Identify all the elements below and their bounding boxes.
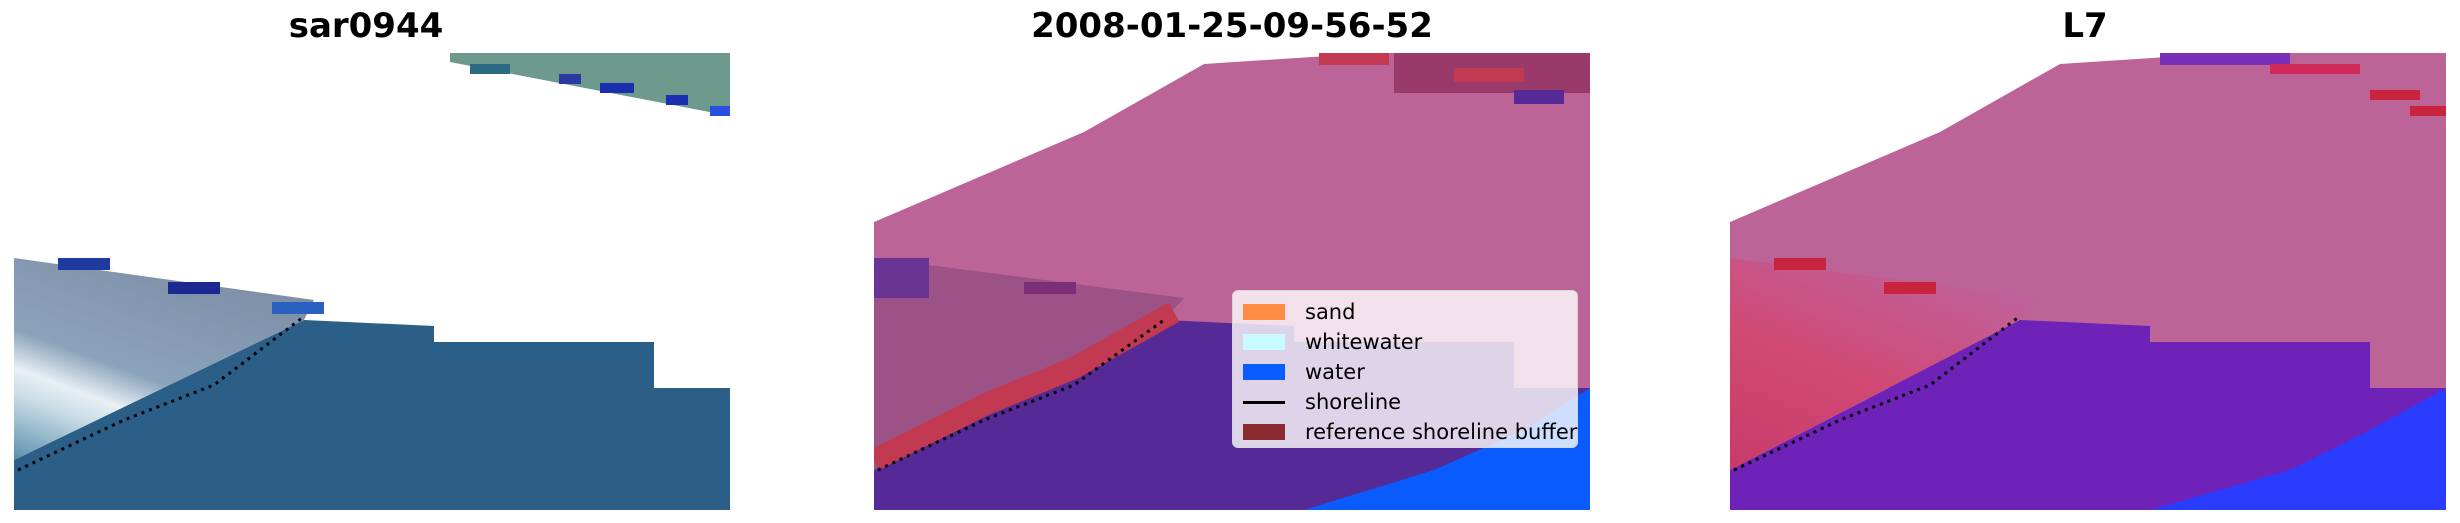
panel-title-classification: 2008-01-25-09-56-52 bbox=[1031, 6, 1433, 46]
class-shoreline bbox=[877, 318, 1165, 472]
class-reference-buffer bbox=[874, 302, 1180, 470]
legend-item-shoreline: shoreline bbox=[1243, 387, 1567, 417]
image-fragment-top bbox=[450, 53, 730, 116]
legend-label: reference shoreline buffer bbox=[1305, 420, 1578, 444]
legend-item-reference-buffer: reference shoreline buffer bbox=[1243, 417, 1577, 447]
legend-item-sand: sand bbox=[1243, 297, 1567, 327]
legend-swatch-water bbox=[1243, 364, 1285, 380]
legend-item-whitewater: whitewater bbox=[1243, 327, 1567, 357]
legend-item-water: water bbox=[1243, 357, 1567, 387]
image-shoreline bbox=[17, 316, 303, 472]
image-water bbox=[14, 320, 730, 510]
legend: sand whitewater water shoreline referenc… bbox=[1232, 290, 1578, 448]
legend-line-shoreline bbox=[1243, 400, 1285, 404]
panel-title-probability: L7 bbox=[2062, 6, 2108, 46]
prob-water bbox=[1730, 320, 2446, 510]
image-land bbox=[14, 258, 314, 460]
legend-label: sand bbox=[1305, 300, 1356, 324]
prob-blue bbox=[2150, 388, 2446, 510]
satellite-image-panel bbox=[14, 53, 730, 510]
prob-shore bbox=[1730, 258, 2040, 470]
panel-title-image: sar0944 bbox=[288, 6, 444, 46]
legend-label: water bbox=[1305, 360, 1365, 384]
class-blue-water bbox=[1304, 388, 1590, 510]
legend-label: shoreline bbox=[1305, 390, 1402, 414]
prob-shoreline bbox=[1733, 314, 2021, 472]
legend-swatch-whitewater bbox=[1243, 334, 1285, 350]
probability-panel bbox=[1730, 53, 2446, 510]
legend-swatch-buffer bbox=[1243, 424, 1285, 440]
legend-swatch-sand bbox=[1243, 304, 1285, 320]
legend-label: whitewater bbox=[1305, 330, 1423, 354]
